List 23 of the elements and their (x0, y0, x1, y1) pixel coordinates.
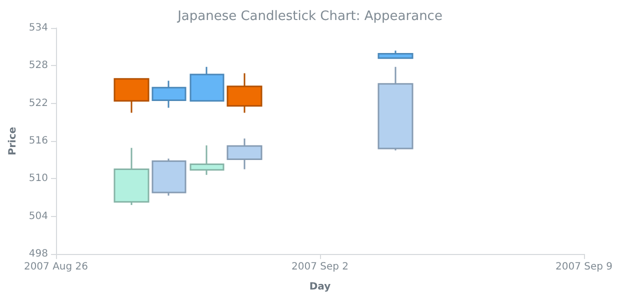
y-tick-label: 516 (28, 136, 48, 146)
y-tick-label: 528 (28, 60, 48, 72)
y-tick-label: 522 (28, 98, 48, 109)
candlestick (378, 66, 414, 152)
candlestick (114, 78, 150, 114)
candlestick (378, 50, 414, 59)
candlestick (114, 147, 150, 206)
y-axis-title: Price (8, 126, 18, 156)
y-tick-label: 498 (28, 248, 48, 260)
x-tick-label: 2007 Aug 26 (24, 262, 88, 272)
y-tick-label: 534 (28, 22, 48, 34)
candlestick (152, 80, 186, 108)
x-tick-label: 2007 Sep 2 (291, 262, 349, 272)
x-axis-title: Day (309, 282, 332, 292)
candlestick (226, 138, 262, 170)
y-tick-label: 504 (28, 210, 48, 222)
chart-title: Japanese Candlestick Chart: Appearance (176, 9, 442, 24)
candlestick (152, 158, 186, 196)
candlestick (190, 66, 224, 102)
candlestick (190, 144, 224, 176)
y-tick-label: 510 (28, 173, 48, 184)
candlestick (226, 72, 262, 114)
x-tick-label: 2007 Sep 9 (555, 262, 613, 272)
